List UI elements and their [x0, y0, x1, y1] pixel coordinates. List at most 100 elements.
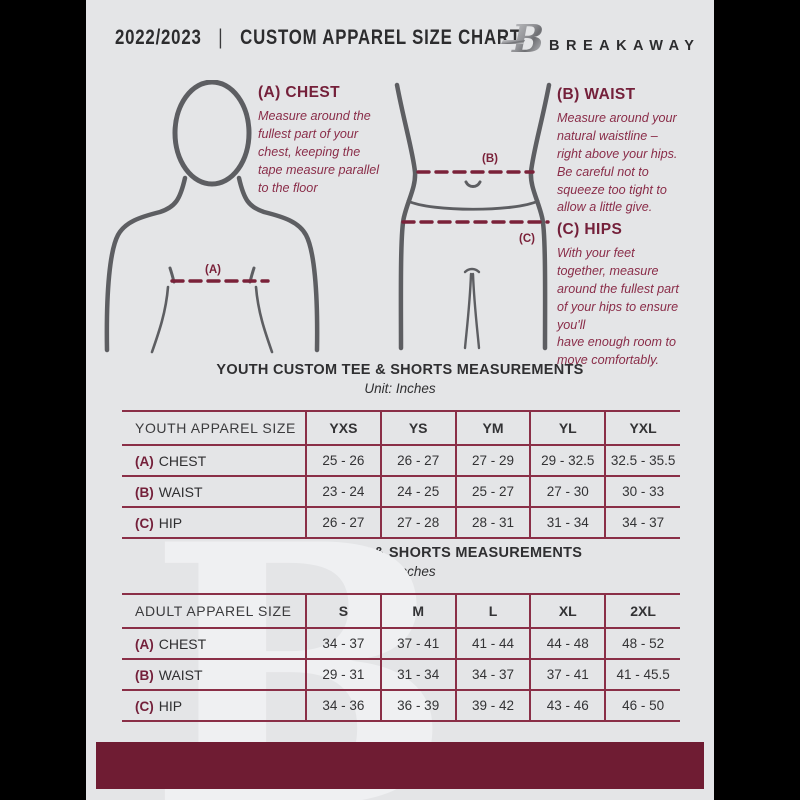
table-row: (C) HIP 34 - 36 36 - 39 39 - 42 43 - 46 4…	[122, 690, 680, 721]
table-row: (B) WAIST 23 - 24 24 - 25 25 - 27 27 - 30…	[122, 476, 680, 507]
waist-marker-label: (B)	[482, 153, 498, 165]
adult-unit-label: Unit: Inches	[364, 564, 436, 579]
hips-marker-label: (C)	[519, 233, 535, 245]
value-cell: 27 - 30	[529, 476, 606, 507]
hips-figure: (B) (C)	[394, 82, 552, 351]
table-row: (A) CHEST 34 - 37 37 - 41 41 - 44 44 - 48…	[122, 628, 680, 659]
value-cell: 24 - 25	[379, 476, 456, 507]
value-cell: 27 - 28	[379, 507, 456, 538]
size-ys: YS	[379, 411, 456, 445]
left-shoulder-arm	[104, 175, 188, 353]
row-label-cell: (A) CHEST	[122, 628, 306, 659]
value-cell: 36 - 39	[379, 690, 456, 721]
adult-section-title: ADULT CUSTOM TEE & SHORTS MEASUREMENTS	[217, 545, 583, 561]
value-cell: 25 - 27	[454, 476, 531, 507]
adult-header-row: ADULT APPAREL SIZE S M L XL 2XL	[122, 594, 680, 628]
size-2xl: 2XL	[604, 594, 680, 628]
row-label-cell: (B) WAIST	[122, 476, 306, 507]
brand-name: BREAKAWAY	[549, 38, 701, 54]
youth-size-col-header: YOUTH APPAREL SIZE	[135, 420, 296, 436]
value-cell: 34 - 37	[305, 628, 381, 659]
value-cell: 23 - 24	[305, 476, 381, 507]
value-cell: 25 - 26	[305, 445, 381, 476]
row-label: CHEST	[158, 635, 207, 652]
row-label-cell: (B) WAIST	[122, 659, 306, 690]
size-xl: XL	[529, 594, 606, 628]
left-inner-arm	[150, 285, 170, 354]
value-cell: 46 - 50	[604, 690, 680, 721]
size-yl: YL	[529, 411, 606, 445]
right-inner-arm	[254, 285, 274, 354]
row-label: CHEST	[158, 452, 207, 469]
title-divider: |	[218, 26, 224, 49]
size-s: S	[305, 594, 381, 628]
left-hip-outline	[394, 82, 418, 351]
value-cell: 34 - 37	[454, 659, 531, 690]
title-text: CUSTOM APPAREL SIZE CHART	[240, 26, 521, 49]
youth-header-row: YOUTH APPAREL SIZE YXS YS YM YL YXL	[122, 411, 680, 445]
value-cell: 32.5 - 35.5	[604, 445, 680, 476]
row-prefix: (C)	[135, 515, 154, 531]
size-chart-page: B 2022/2023 | CUSTOM APPAREL SIZE CHART …	[86, 0, 714, 800]
row-label-cell: (A) CHEST	[122, 445, 306, 476]
size-m: M	[379, 594, 456, 628]
value-cell: 34 - 37	[604, 507, 680, 538]
value-cell: 41 - 44	[454, 628, 531, 659]
waist-instructions: Measure around your natural waistline – …	[557, 111, 678, 215]
right-shoulder-arm	[236, 175, 320, 353]
youth-unit-label: Unit: Inches	[364, 381, 436, 396]
value-cell: 37 - 41	[529, 659, 606, 690]
value-cell: 31 - 34	[379, 659, 456, 690]
value-cell: 29 - 31	[305, 659, 381, 690]
row-prefix: (C)	[135, 698, 154, 714]
row-prefix: (B)	[135, 484, 154, 500]
navel	[464, 180, 482, 188]
hips-heading: (C) HIPS	[557, 221, 623, 238]
torso-figure: (A)	[104, 80, 320, 354]
thigh-crease	[463, 267, 481, 274]
waist-heading: (B) WAIST	[557, 86, 636, 103]
head-outline	[172, 80, 252, 187]
logo-slash	[501, 40, 525, 44]
value-cell: 41 - 45.5	[604, 659, 680, 690]
brand: B BREAKAWAY	[499, 16, 700, 62]
row-label: HIP	[158, 514, 183, 531]
chest-marker-label: (A)	[205, 264, 221, 276]
youth-section-title: YOUTH CUSTOM TEE & SHORTS MEASUREMENTS	[216, 362, 584, 378]
adult-size-col-header: ADULT APPAREL SIZE	[135, 603, 292, 619]
size-yxl: YXL	[604, 411, 680, 445]
value-cell: 28 - 31	[454, 507, 531, 538]
value-cell: 48 - 52	[604, 628, 680, 659]
row-label: HIP	[158, 697, 183, 714]
waistband-curve	[406, 199, 540, 211]
right-hip-outline	[528, 82, 552, 351]
footer-bar	[96, 742, 704, 789]
row-label: WAIST	[158, 666, 203, 683]
row-label-cell: (C) HIP	[122, 690, 306, 721]
chest-instructions: Measure around the fullest part of your …	[258, 109, 380, 195]
youth-size-table: YOUTH APPAREL SIZE YXS YS YM YL YXL (A) C…	[122, 410, 680, 539]
hips-instructions: With your feet together, measure around …	[557, 246, 679, 368]
table-row: (A) CHEST 25 - 26 26 - 27 27 - 29 29 - 32…	[122, 445, 680, 476]
value-cell: 34 - 36	[305, 690, 381, 721]
row-label-cell: (C) HIP	[122, 507, 306, 538]
chest-heading: (A) CHEST	[258, 84, 340, 101]
adult-size-table: ADULT APPAREL SIZE S M L XL 2XL (A) CHEST…	[122, 593, 680, 722]
breakaway-logo-icon: B	[501, 16, 544, 61]
left-inner-thigh	[463, 272, 473, 350]
size-ym: YM	[454, 411, 531, 445]
value-cell: 27 - 29	[454, 445, 531, 476]
logo-letter: B	[511, 16, 544, 61]
right-inner-thigh	[471, 272, 481, 350]
row-prefix: (B)	[135, 667, 154, 683]
table-row: (C) HIP 26 - 27 27 - 28 28 - 31 31 - 34 3…	[122, 507, 680, 538]
table-row: (B) WAIST 29 - 31 31 - 34 34 - 37 37 - 41…	[122, 659, 680, 690]
value-cell: 31 - 34	[529, 507, 606, 538]
row-prefix: (A)	[135, 636, 154, 652]
title-year: 2022/2023	[115, 26, 202, 49]
value-cell: 39 - 42	[454, 690, 531, 721]
size-yxs: YXS	[305, 411, 381, 445]
value-cell: 26 - 27	[305, 507, 381, 538]
size-l: L	[454, 594, 531, 628]
value-cell: 37 - 41	[379, 628, 456, 659]
